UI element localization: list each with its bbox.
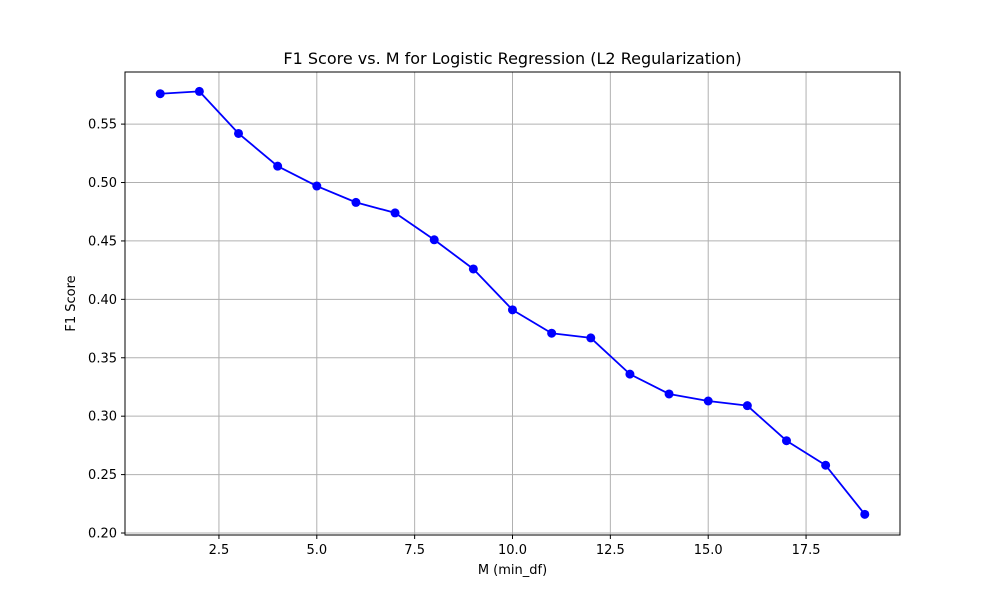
y-tick-label: 0.35 — [88, 351, 117, 366]
data-point — [821, 460, 831, 470]
chart-title: F1 Score vs. M for Logistic Regression (… — [283, 49, 741, 68]
y-tick-label: 0.45 — [88, 234, 117, 249]
data-point — [586, 333, 596, 343]
data-point — [781, 436, 791, 446]
data-point — [234, 128, 244, 138]
data-point — [625, 369, 635, 379]
x-tick-label: 7.5 — [404, 543, 425, 558]
y-axis-label: F1 Score — [64, 275, 79, 331]
x-tick-label: 10.0 — [498, 543, 527, 558]
data-point — [273, 161, 283, 171]
data-point — [312, 181, 322, 191]
y-tick-label: 0.30 — [88, 410, 117, 425]
data-point — [429, 235, 439, 245]
y-tick-label: 0.40 — [88, 293, 117, 308]
data-point — [155, 89, 165, 99]
data-point — [351, 197, 361, 207]
x-axis-label: M (min_df) — [478, 563, 547, 578]
grid — [125, 72, 900, 535]
x-tick-label: 5.0 — [306, 543, 327, 558]
ticks: 2.5 5.0 7.5 10.0 12.5 15.0 17.5 0.20 0.25 0.30 0.3… — [88, 118, 820, 558]
y-tick-label: 0.25 — [88, 468, 117, 483]
data-point — [194, 86, 204, 96]
data-point — [390, 208, 400, 218]
y-tick-label: 0.50 — [88, 176, 117, 191]
x-tick-label: 12.5 — [596, 543, 625, 558]
data-point — [703, 396, 713, 406]
data-point — [508, 305, 517, 315]
data-point — [547, 328, 557, 338]
y-tick-label: 0.55 — [88, 118, 117, 133]
y-tick-label: 0.20 — [88, 527, 117, 542]
data-point — [664, 389, 674, 399]
x-tick-label: 15.0 — [694, 543, 723, 558]
x-tick-label: 17.5 — [792, 543, 821, 558]
data-point — [742, 401, 752, 411]
data-point — [468, 264, 478, 274]
data-point — [860, 509, 870, 519]
series-layer — [155, 86, 870, 519]
x-tick-label: 2.5 — [209, 543, 230, 558]
